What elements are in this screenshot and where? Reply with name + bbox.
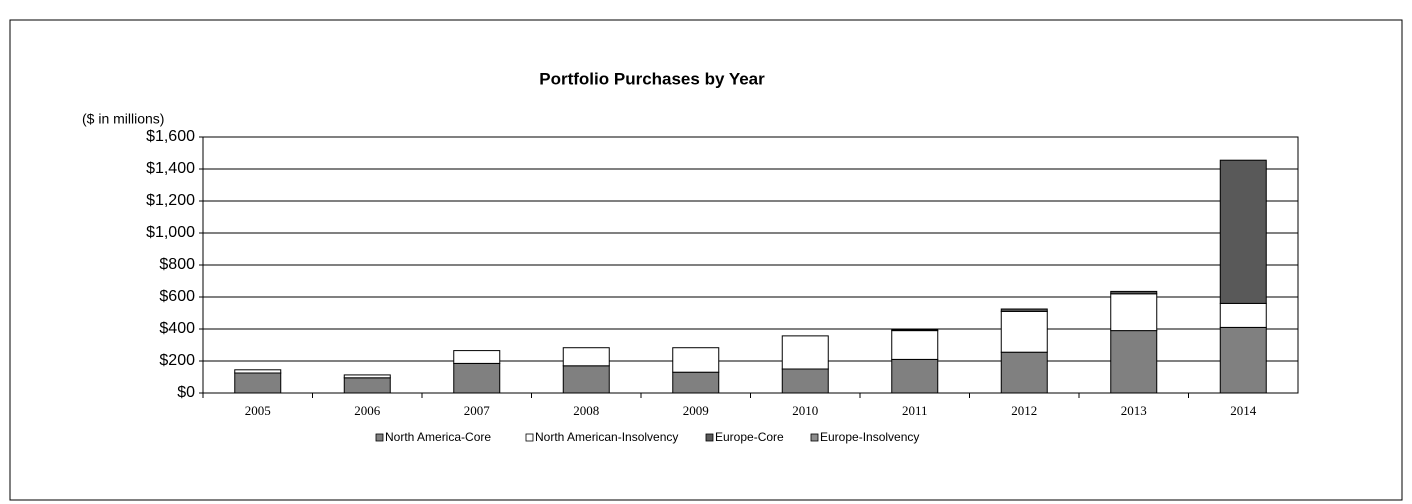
x-tick-label: 2006 — [354, 403, 381, 418]
y-tick-label: $0 — [177, 384, 195, 401]
y-tick-label: $600 — [159, 288, 195, 305]
x-tick-label: 2010 — [792, 403, 818, 418]
legend-swatch — [525, 433, 534, 442]
x-tick-label: 2012 — [1011, 403, 1037, 418]
bar-segment — [781, 335, 829, 370]
y-tick-label: $1,000 — [146, 224, 195, 241]
legend-label: Europe-Core — [715, 430, 784, 444]
bar-segment — [562, 365, 610, 394]
bar-segment — [781, 368, 829, 394]
bar-segment — [891, 329, 939, 332]
bar-segment — [1110, 290, 1158, 295]
bar-segment — [1219, 302, 1267, 328]
legend-swatch — [810, 433, 819, 442]
legend-swatch — [375, 433, 384, 442]
bar-segment — [672, 371, 720, 394]
bar-segment — [1000, 308, 1048, 312]
bar-segment — [453, 350, 501, 364]
y-tick-label: $1,400 — [146, 160, 195, 177]
bar-segment — [891, 358, 939, 394]
bar-segment — [1219, 326, 1267, 394]
x-tick-label: 2009 — [683, 403, 709, 418]
y-tick-label: $800 — [159, 256, 195, 273]
x-tick-label: 2007 — [464, 403, 491, 418]
bar-segment — [453, 362, 501, 394]
y-tick-label: $1,200 — [146, 192, 195, 209]
bar-segment — [343, 377, 391, 394]
bar-segment — [1000, 351, 1048, 394]
bar-segment — [234, 372, 282, 394]
x-tick-label: 2011 — [902, 403, 928, 418]
chart-title: Portfolio Purchases by Year — [539, 69, 765, 88]
x-tick-label: 2005 — [245, 403, 271, 418]
x-tick-label: 2008 — [573, 403, 599, 418]
x-tick-label: 2014 — [1230, 403, 1257, 418]
chart-border — [9, 19, 1403, 501]
y-tick-label: $400 — [159, 320, 195, 337]
bar-segment — [891, 330, 939, 360]
y-tick-label: $200 — [159, 352, 195, 369]
y-tick-label: $1,600 — [146, 128, 195, 145]
legend-label: North America-Core — [385, 430, 491, 444]
bar-segment — [1219, 159, 1267, 304]
bar-segment — [672, 347, 720, 373]
legend-label: North American-Insolvency — [535, 430, 678, 444]
x-tick-label: 2013 — [1121, 403, 1147, 418]
bar-segment — [1000, 310, 1048, 353]
bar-segment — [343, 374, 391, 379]
bar-segment — [562, 347, 610, 367]
y-axis-label: ($ in millions) — [82, 111, 164, 127]
bar-segment — [1110, 293, 1158, 332]
legend-swatch — [705, 433, 714, 442]
bar-segment — [1110, 330, 1158, 394]
bar-segment — [234, 369, 282, 374]
legend-label: Europe-Insolvency — [820, 430, 919, 444]
